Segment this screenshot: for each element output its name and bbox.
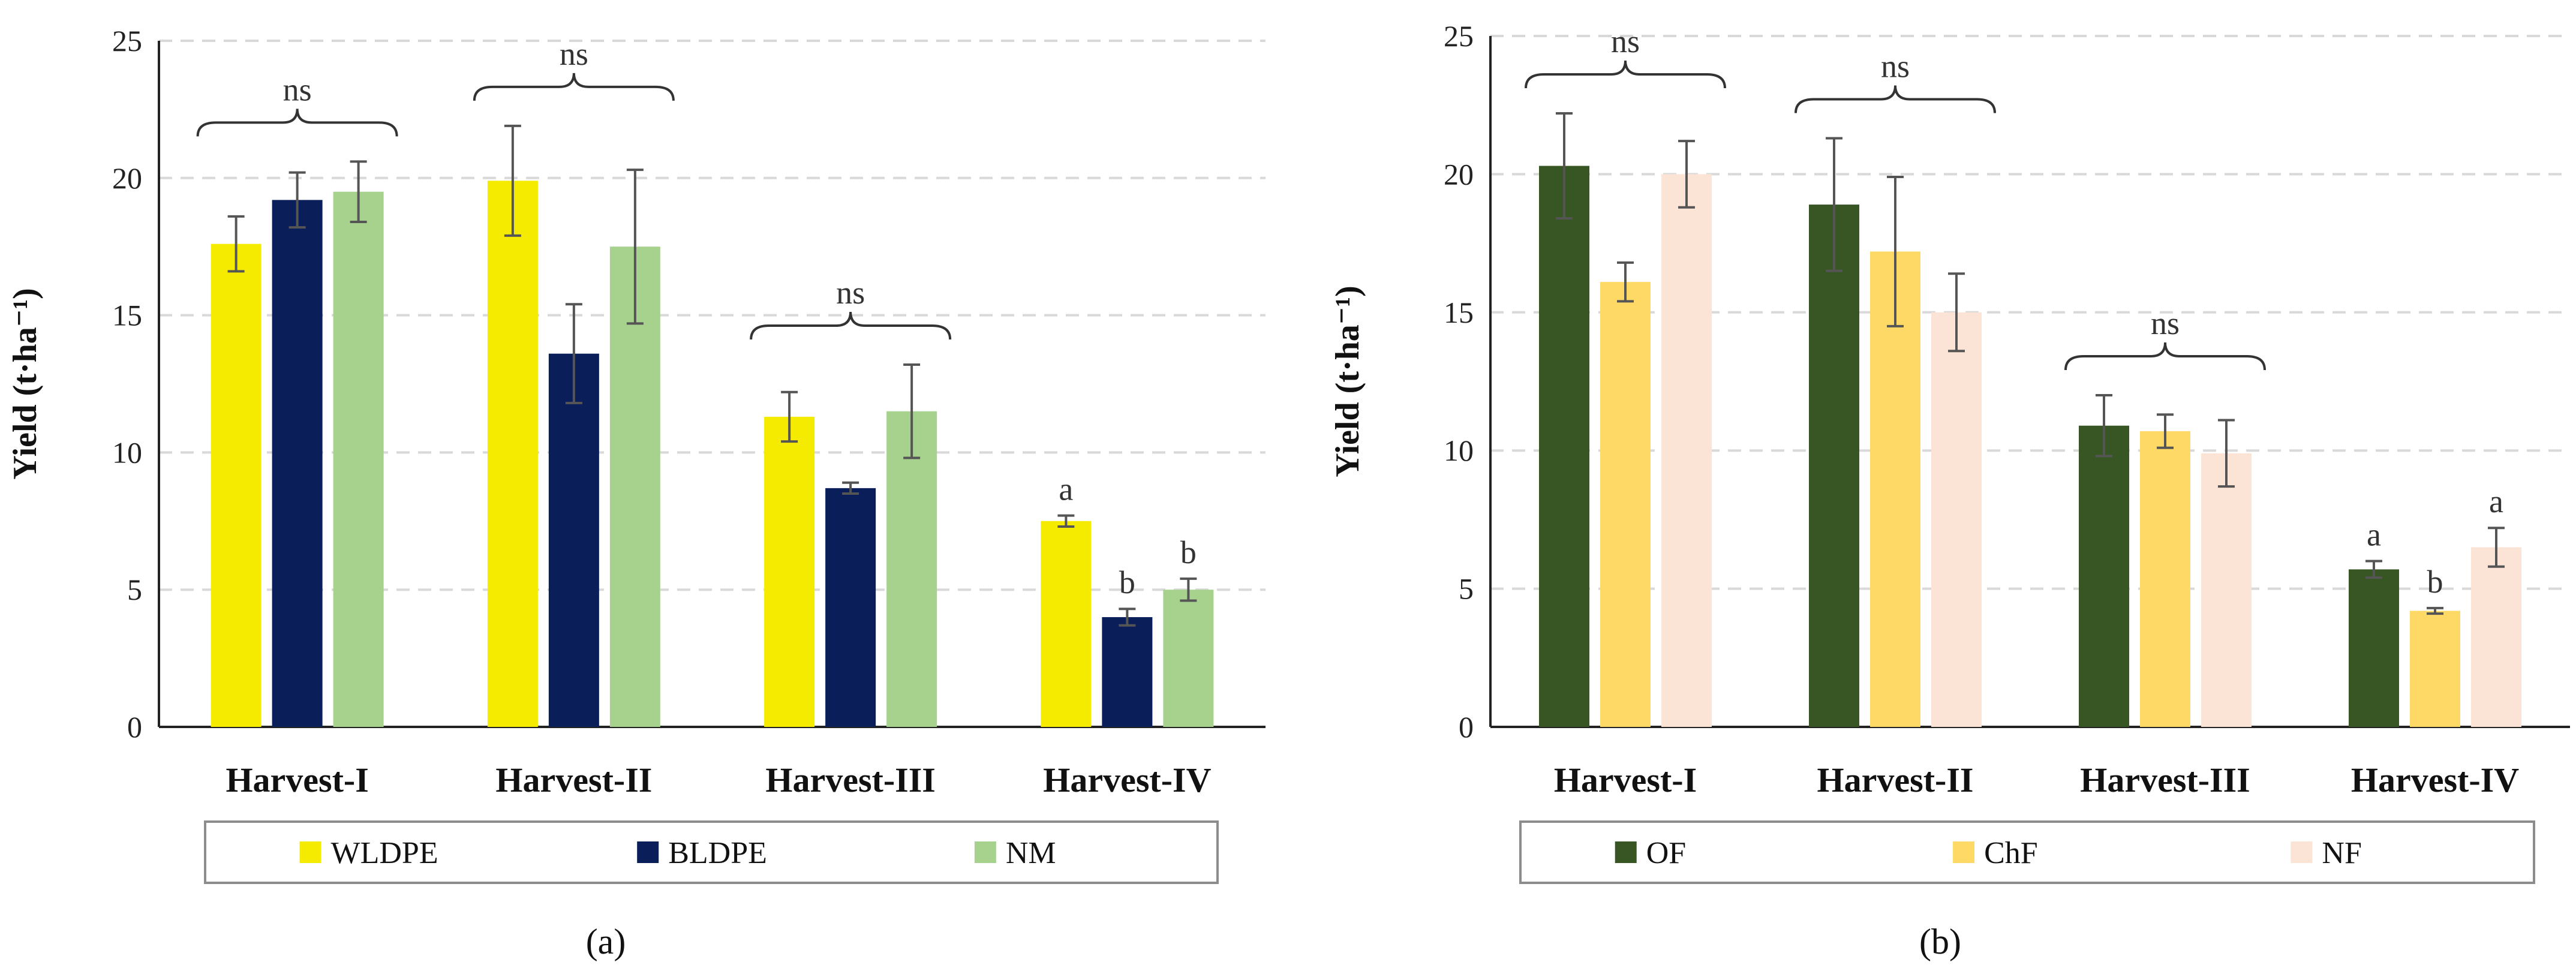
legend-label: NF <box>2322 836 2361 870</box>
chart-panel-1: 0 5 10 15 20 25 Yield (t·ha⁻¹) Harvest-I ns Harve… <box>7 24 1266 961</box>
bar-chf-4 <box>2410 611 2460 727</box>
group-annotation: ns <box>560 36 588 72</box>
bar-of-1 <box>1539 166 1589 727</box>
y-tick-label: 20 <box>112 161 142 195</box>
legend: OF ChF NF <box>1519 820 2535 884</box>
bar-bldpe-2 <box>548 353 599 727</box>
group-brace <box>2064 342 2266 371</box>
group-annotation: ns <box>2151 305 2180 341</box>
bar-chf-1 <box>1600 282 1651 727</box>
bar-nf-4 <box>2471 547 2521 727</box>
legend-swatch <box>637 841 659 863</box>
bar-of-2 <box>1809 205 1859 727</box>
y-tick-label: 15 <box>112 299 142 332</box>
legend-swatch <box>1953 841 1975 863</box>
group-brace <box>750 311 952 340</box>
x-tick-label: Harvest-II <box>1817 760 1974 799</box>
significance-letter: a <box>2367 517 2381 553</box>
y-tick-label: 25 <box>1444 19 1474 53</box>
legend-label: ChF <box>1984 836 2038 870</box>
legend-swatch <box>299 841 321 863</box>
legend-box <box>1519 820 2535 884</box>
legend-label: NM <box>1006 836 1056 870</box>
bar-chf-2 <box>1870 251 1920 727</box>
significance-letter: b <box>1119 564 1135 600</box>
bar-of-4 <box>2349 569 2399 727</box>
significance-letter: a <box>1059 471 1073 507</box>
legend-swatch <box>974 841 996 863</box>
group-annotation: ns <box>836 275 865 311</box>
bar-bldpe-4 <box>1102 617 1153 727</box>
bar-nf-1 <box>1661 174 1712 727</box>
y-tick-label: 10 <box>1444 434 1474 467</box>
group-annotation: ns <box>1611 23 1640 59</box>
group-annotation: ns <box>283 71 312 107</box>
group-brace <box>1795 85 1996 113</box>
bar-wldpe-3 <box>764 416 815 727</box>
bar-chf-3 <box>2140 431 2190 727</box>
y-axis-title: Yield (t·ha⁻¹) <box>1329 285 1366 477</box>
group-brace <box>1525 60 1726 89</box>
legend: WLDPE BLDPE NM <box>204 820 1219 884</box>
legend-box <box>204 820 1219 884</box>
group-brace <box>473 73 675 101</box>
bar-nm-1 <box>333 191 384 727</box>
y-tick-label: 25 <box>112 24 142 58</box>
y-axis-title: Yield (t·ha⁻¹) <box>7 288 44 480</box>
y-tick-label: 0 <box>127 710 142 744</box>
bar-nf-3 <box>2201 453 2252 727</box>
group-annotation: ns <box>1881 48 1910 84</box>
y-tick-label: 10 <box>112 435 142 469</box>
legend-label: OF <box>1646 836 1686 870</box>
group-brace <box>196 109 398 137</box>
legend-swatch <box>1615 841 1637 863</box>
y-tick-label: 15 <box>1444 296 1474 329</box>
legend-swatch <box>2291 841 2313 863</box>
bar-wldpe-1 <box>211 243 261 727</box>
significance-letter: a <box>2489 483 2503 519</box>
significance-letter: b <box>2427 564 2443 600</box>
bar-nm-4 <box>1163 590 1214 727</box>
bar-bldpe-1 <box>272 200 323 728</box>
y-tick-label: 20 <box>1444 157 1474 191</box>
bar-of-3 <box>2079 425 2129 727</box>
y-tick-label: 5 <box>127 573 142 606</box>
y-tick-label: 5 <box>1459 572 1474 606</box>
bar-nf-2 <box>1931 312 1982 727</box>
x-tick-label: Harvest-III <box>765 760 936 799</box>
x-tick-label: Harvest-I <box>1554 760 1697 799</box>
x-tick-label: Harvest-II <box>495 760 652 799</box>
legend-label: WLDPE <box>331 836 438 870</box>
bar-wldpe-4 <box>1041 521 1092 727</box>
bar-nm-2 <box>609 246 660 727</box>
x-tick-label: Harvest-III <box>2080 760 2250 799</box>
panel-label: (b) <box>1919 922 1961 961</box>
x-tick-label: Harvest-IV <box>2351 760 2519 799</box>
bar-bldpe-3 <box>825 488 876 727</box>
bar-nm-3 <box>886 411 937 727</box>
legend-label: BLDPE <box>668 836 767 870</box>
bar-wldpe-2 <box>487 181 538 728</box>
panel-label: (a) <box>586 922 626 961</box>
y-tick-label: 0 <box>1459 710 1474 744</box>
chart-panel-2: 0 5 10 15 20 25 Yield (t·ha⁻¹) Harvest-I ns Harve… <box>1329 19 2570 961</box>
x-tick-label: Harvest-IV <box>1043 760 1211 799</box>
x-tick-label: Harvest-I <box>226 760 368 799</box>
significance-letter: b <box>1180 534 1197 570</box>
